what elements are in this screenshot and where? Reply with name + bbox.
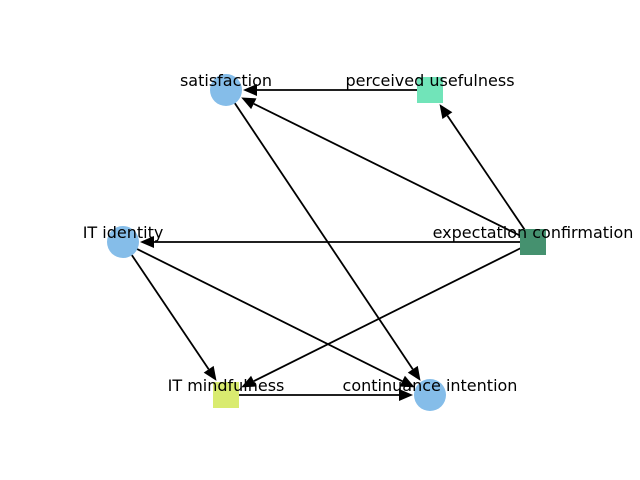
edge-line (446, 115, 534, 243)
arrowhead (203, 365, 217, 381)
edges-layer (122, 84, 534, 401)
node-expectation-confirmation (520, 229, 546, 255)
arrowhead (241, 375, 257, 388)
labels-layer: satisfaction perceived usefulness IT ident… (83, 71, 634, 395)
node-satisfaction (210, 74, 242, 106)
arrowhead (439, 104, 453, 120)
node-perceived-usefulness (417, 77, 443, 103)
edge-expectation-confirmation-to-it-identity (140, 236, 533, 248)
edge-it-identity-to-it-mindfulness (122, 241, 217, 381)
arrowhead (243, 84, 257, 96)
edge-line (122, 241, 403, 382)
edge-expectation-confirmation-to-satisfaction (241, 97, 534, 243)
edge-line (225, 89, 414, 370)
node-label-expectation-confirmation: expectation confirmation (433, 223, 634, 242)
edge-expectation-confirmation-to-perceived-usefulness (439, 104, 534, 243)
edge-line (122, 241, 210, 370)
arrowhead (241, 97, 257, 110)
edge-satisfaction-to-continuance-intention (225, 89, 421, 381)
node-it-identity (107, 226, 139, 258)
nodes-layer (107, 74, 546, 411)
edge-it-mindfulness-to-continuance-intention (226, 389, 413, 401)
arrowhead (407, 365, 421, 381)
node-label-it-mindfulness: IT mindfulness (168, 376, 285, 395)
arrowhead (399, 375, 415, 388)
arrowhead (399, 389, 413, 401)
edge-perceived-usefulness-to-satisfaction (243, 84, 430, 96)
node-label-perceived-usefulness: perceived usefulness (345, 71, 514, 90)
arrowhead (140, 236, 154, 248)
edge-line (253, 241, 534, 382)
edge-it-identity-to-continuance-intention (122, 241, 415, 388)
node-label-it-identity: IT identity (83, 223, 164, 242)
edge-line (253, 102, 534, 243)
node-label-continuance-intention: continuance intention (343, 376, 518, 395)
edge-expectation-confirmation-to-it-mindfulness (241, 241, 534, 388)
node-it-mindfulness (213, 382, 239, 408)
node-label-satisfaction: satisfaction (180, 71, 272, 90)
node-continuance-intention (414, 379, 446, 411)
